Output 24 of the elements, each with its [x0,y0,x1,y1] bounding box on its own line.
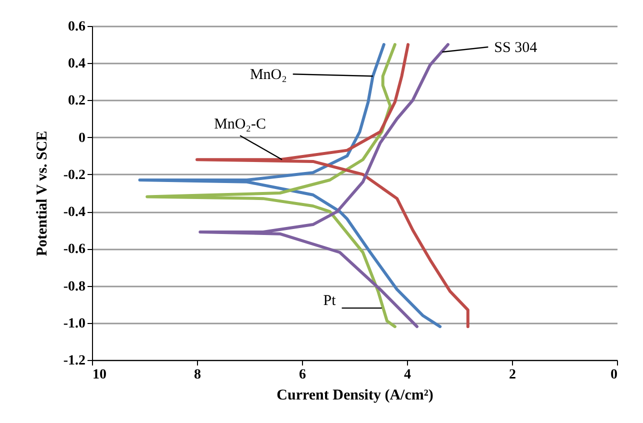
y-tick-label: -1.0 [63,316,86,332]
y-tick-label: -1.2 [63,354,86,368]
line-series [146,43,396,328]
x-tick-label: 4 [404,368,411,382]
annotation: Pt [323,293,337,310]
y-axis-title: Potential V vs. SCE [34,130,50,256]
y-tick-label: 0.2 [68,94,86,109]
annotation: MnO₂ [250,67,287,84]
y-tick-label: -0.4 [63,205,86,220]
x-tick-label: 10 [92,368,106,382]
x-tick-label: 0 [610,368,618,382]
x-tick-label: 2 [509,368,516,382]
annotation: SS 304 [494,40,538,56]
y-tick-label: 0.6 [68,20,86,34]
y-tick-label: -0.2 [63,168,86,183]
y-tick-label: 0 [78,130,86,146]
x-tick-label: 6 [299,368,306,382]
y-tick-label: 0.4 [68,56,86,72]
x-axis-title: Current Density (A/cm²) [276,388,434,404]
y-tick-label: -0.8 [63,279,86,294]
annotation: MnO₂-C [214,116,266,133]
y-tick-label: -0.6 [63,242,86,258]
x-tick-label: 8 [194,368,201,382]
line-series [138,43,442,328]
